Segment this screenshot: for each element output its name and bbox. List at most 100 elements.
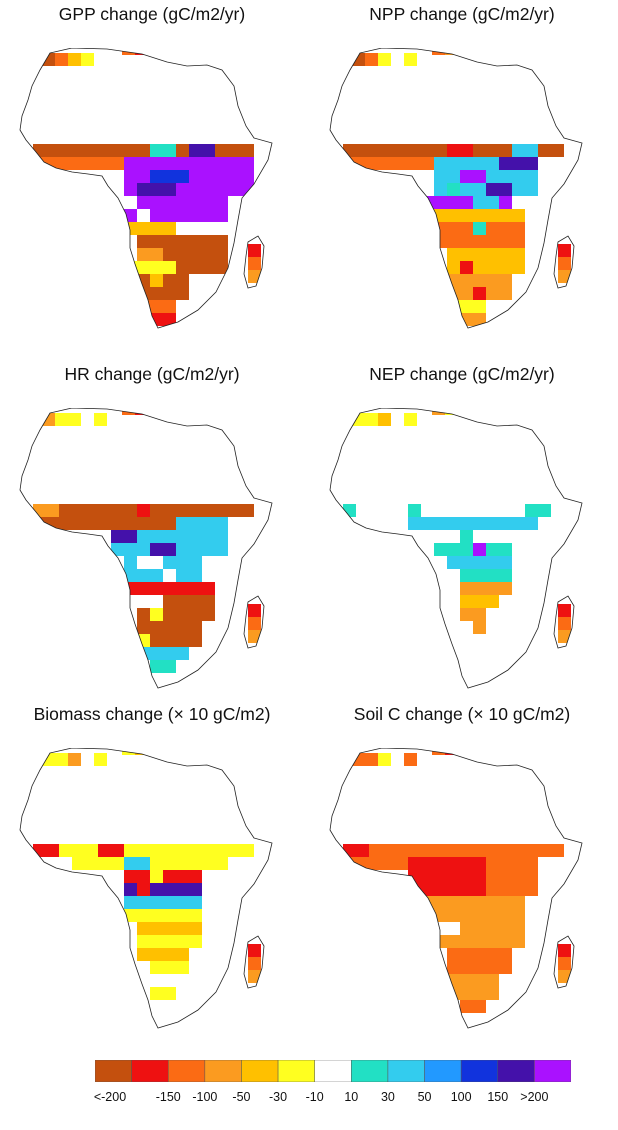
grid-cell [512, 870, 525, 883]
grid-cell [460, 222, 473, 235]
grid-cell [499, 935, 512, 948]
colorbar-tick-label: 30 [380, 1090, 395, 1104]
grid-cell [395, 157, 408, 170]
grid-cell [473, 974, 486, 987]
grid-cell [124, 857, 137, 870]
grid-cell [382, 844, 395, 857]
grid-cell [124, 209, 137, 222]
grid-cell [512, 235, 525, 248]
grid-cell [46, 144, 59, 157]
grid-cell [176, 287, 189, 300]
grid-cell [202, 183, 215, 196]
grid-cell [176, 948, 189, 961]
grid-cell [447, 948, 460, 961]
grid-cell [473, 857, 486, 870]
grid-cell [215, 504, 228, 517]
grid-cell [59, 517, 72, 530]
grid-cell [163, 183, 176, 196]
panel-title: NEP change (gC/m2/yr) [369, 364, 555, 384]
grid-cell [150, 209, 163, 222]
grid-cell [447, 530, 460, 543]
grid-cell [512, 935, 525, 948]
grid-cell [512, 896, 525, 909]
map-gpp [19, 48, 273, 329]
grid-cell [473, 235, 486, 248]
grid-cell [137, 582, 150, 595]
grid-cell [404, 753, 417, 766]
grid-cell [176, 157, 189, 170]
grid-cell [85, 144, 98, 157]
grid-cell [189, 634, 202, 647]
coastline [19, 48, 273, 329]
grid-cell [215, 235, 228, 248]
grid-cell [137, 144, 150, 157]
grid-cell [150, 922, 163, 935]
grid-cell [460, 261, 473, 274]
grid-cell [176, 909, 189, 922]
colorbar-tick-label: 50 [417, 1090, 432, 1104]
grid-cell [499, 183, 512, 196]
colorbar-swatch [460, 1060, 499, 1082]
grid-cell [499, 569, 512, 582]
grid-cell [558, 257, 571, 270]
grid-cell [241, 183, 254, 196]
grid-cell [447, 144, 460, 157]
grid-cell [202, 157, 215, 170]
grid-cell [499, 948, 512, 961]
grid-cell [538, 144, 551, 157]
grid-cell [163, 935, 176, 948]
grid-cell [447, 157, 460, 170]
grid-cell [137, 183, 150, 196]
grid-cell [72, 844, 85, 857]
grid-cell [558, 944, 571, 957]
grid-cell [150, 883, 163, 896]
grid-cell [150, 844, 163, 857]
grid-cell [486, 935, 499, 948]
grid-cell [215, 517, 228, 530]
grid-cell [369, 157, 382, 170]
grid-cell [447, 209, 460, 222]
grid-cell [499, 170, 512, 183]
grid-cell [85, 844, 98, 857]
grid-cell [137, 922, 150, 935]
grid-cell [189, 543, 202, 556]
grid-cell [163, 196, 176, 209]
grid-cell [94, 413, 107, 426]
madagascar-coastline [553, 935, 575, 989]
grid-cell [473, 948, 486, 961]
grid-cell [421, 857, 434, 870]
colorbar-swatch [534, 1060, 571, 1082]
grid-cell [421, 909, 434, 922]
grid-cell [163, 235, 176, 248]
grid-cell [189, 504, 202, 517]
grid-cell [150, 183, 163, 196]
grid-cell [460, 517, 473, 530]
grid-cell [473, 504, 486, 517]
grid-cell [189, 935, 202, 948]
grid-cell [150, 235, 163, 248]
grid-cell [150, 608, 163, 621]
grid-cell [176, 961, 189, 974]
grid-cell [343, 157, 356, 170]
grid-cell [408, 857, 421, 870]
grid-cell [189, 608, 202, 621]
grid-cell [150, 660, 163, 673]
grid-cell [176, 543, 189, 556]
grid-cell [228, 170, 241, 183]
grid-cell [460, 870, 473, 883]
grid-cell [163, 300, 176, 313]
grid-cell [408, 844, 421, 857]
grid-cell [176, 870, 189, 883]
grid-cell [150, 274, 163, 287]
grid-cell [241, 844, 254, 857]
grid-cell [163, 157, 176, 170]
grid-cell [137, 170, 150, 183]
grid-cell [395, 857, 408, 870]
colorbar-swatch [387, 1060, 425, 1082]
colorbar-tick-label: -10 [305, 1090, 324, 1104]
grid-cell [486, 569, 499, 582]
grid-cell [499, 896, 512, 909]
grid-cell [499, 883, 512, 896]
panel-title: HR change (gC/m2/yr) [64, 364, 240, 384]
grid-cell [137, 261, 150, 274]
